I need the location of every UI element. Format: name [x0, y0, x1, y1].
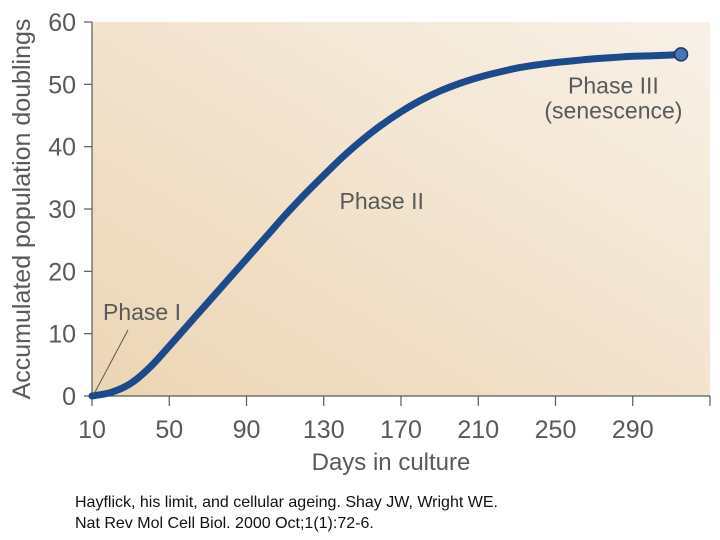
series	[88, 47, 689, 400]
y-tick-label: 0	[62, 383, 76, 411]
y-tick-label: 10	[48, 321, 76, 349]
y-tick-label: 60	[48, 9, 76, 37]
x-tick-label: 170	[380, 416, 422, 444]
x-tick-label: 90	[233, 416, 261, 444]
annotations: Phase I Phase II Phase III(senescence)	[93, 73, 682, 395]
x-tick-label: 130	[303, 416, 345, 444]
annotation-label: (senescence)	[544, 98, 682, 124]
caption-line-1: Hayflick, his limit, and cellular ageing…	[75, 494, 498, 511]
x-tick-label: 10	[78, 416, 106, 444]
series-line	[88, 50, 685, 400]
y-axis-label: Accumulated population doublings	[8, 19, 36, 400]
y-tick-label: 50	[48, 71, 76, 99]
annotation-label: Phase III	[568, 73, 659, 99]
y-tick-label: 40	[48, 134, 76, 162]
series-end-marker	[673, 47, 689, 62]
caption-line-2: Nat Rev Mol Cell Biol. 2000 Oct;1(1):72-…	[75, 515, 374, 532]
x-tick-label: 50	[155, 416, 183, 444]
x-tick-label: 250	[535, 416, 577, 444]
x-axis-label: Days in culture	[312, 449, 471, 476]
annotation-label: Phase II	[339, 188, 423, 214]
x-tick-label: 290	[612, 416, 654, 444]
caption: Hayflick, his limit, and cellular ageing…	[75, 492, 695, 534]
x-tick-label: 210	[457, 416, 499, 444]
annotation-phase-1: Phase I	[103, 299, 181, 325]
y-tick-label: 30	[48, 196, 76, 224]
callout-line	[93, 329, 129, 395]
plot-background	[92, 22, 710, 396]
y-tick-label: 20	[48, 258, 76, 286]
